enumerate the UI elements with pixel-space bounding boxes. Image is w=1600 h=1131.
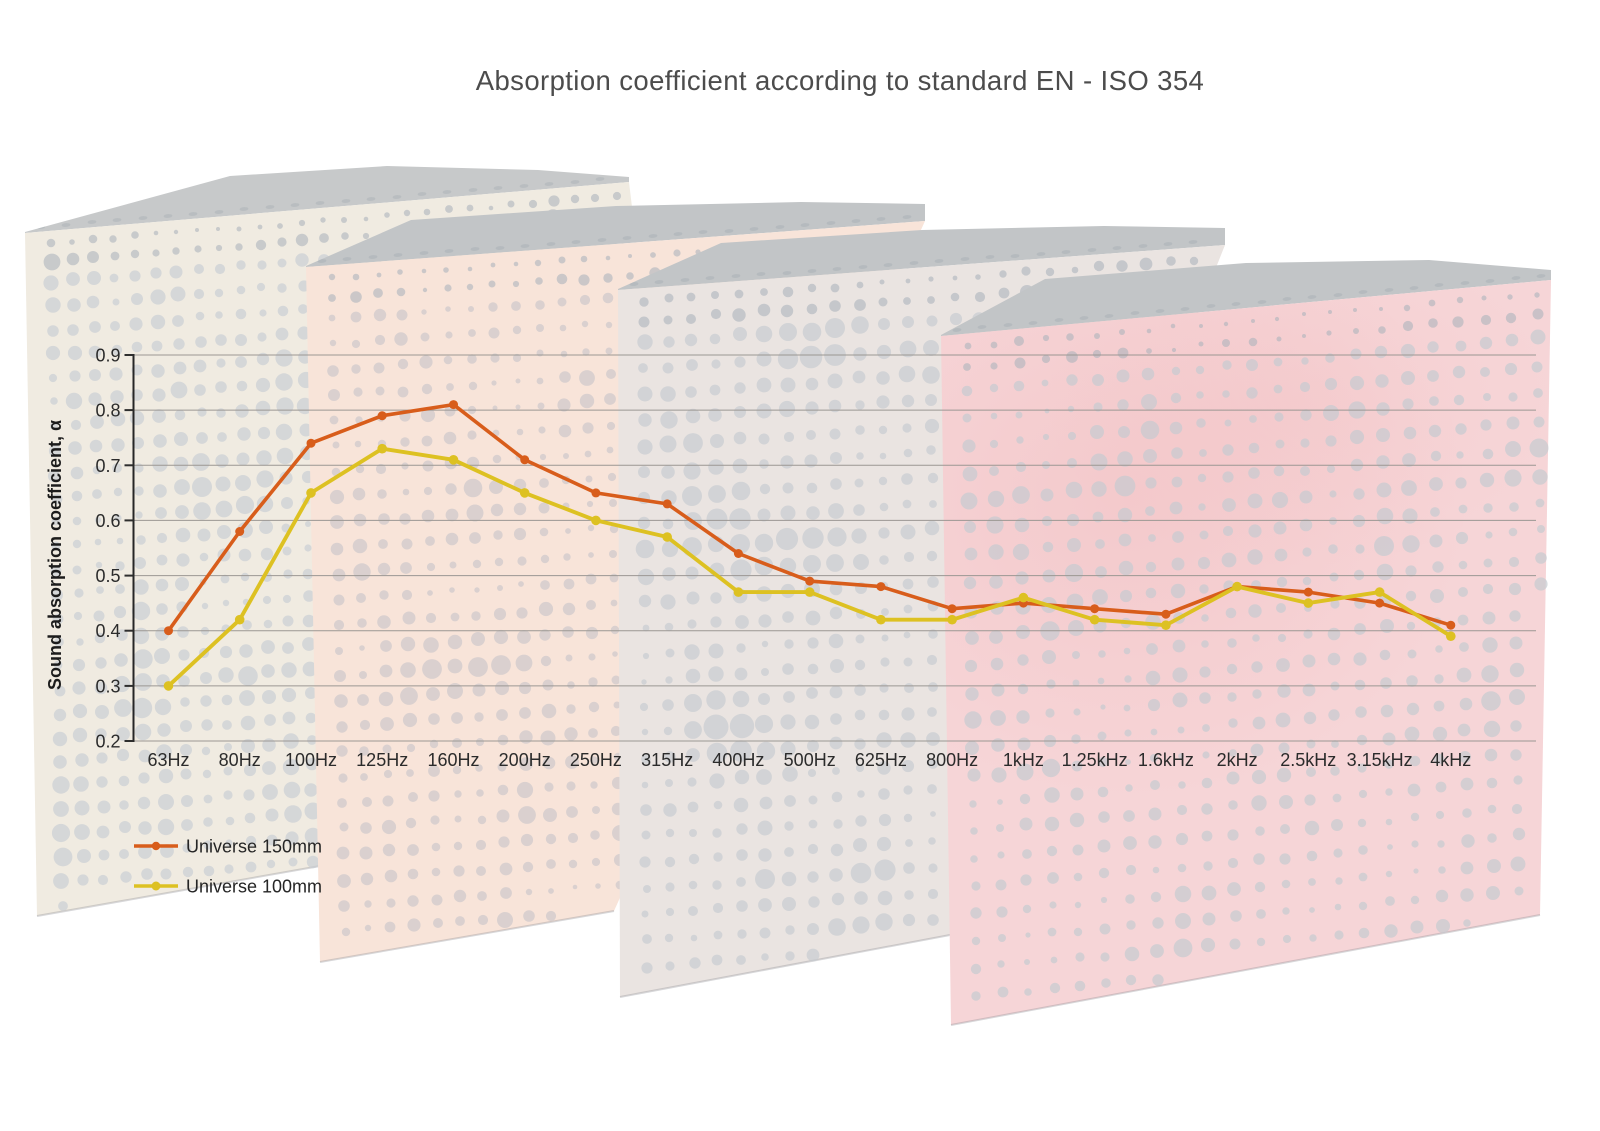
svg-text:0.9: 0.9 [95, 346, 120, 366]
svg-text:Absorption coefficient accordi: Absorption coefficient according to stan… [476, 65, 1205, 96]
svg-text:125Hz: 125Hz [356, 750, 408, 770]
svg-text:0.3: 0.3 [95, 676, 120, 696]
svg-text:0.2: 0.2 [95, 732, 120, 752]
svg-text:2kHz: 2kHz [1217, 750, 1258, 770]
svg-text:0.6: 0.6 [95, 511, 120, 531]
svg-text:160Hz: 160Hz [427, 750, 479, 770]
svg-text:3.15kHz: 3.15kHz [1347, 750, 1413, 770]
svg-text:0.5: 0.5 [95, 566, 120, 586]
svg-text:2.5kHz: 2.5kHz [1280, 750, 1336, 770]
svg-text:4kHz: 4kHz [1430, 750, 1471, 770]
svg-text:400Hz: 400Hz [712, 750, 764, 770]
svg-text:0.8: 0.8 [95, 401, 120, 421]
svg-text:0.7: 0.7 [95, 456, 120, 476]
svg-text:1kHz: 1kHz [1003, 750, 1044, 770]
svg-text:315Hz: 315Hz [641, 750, 693, 770]
svg-text:500Hz: 500Hz [784, 750, 836, 770]
svg-text:Universe 150mm: Universe 150mm [186, 837, 322, 857]
svg-text:80Hz: 80Hz [219, 750, 261, 770]
svg-text:1.25kHz: 1.25kHz [1062, 750, 1128, 770]
svg-text:1.6kHz: 1.6kHz [1138, 750, 1194, 770]
svg-text:Universe 100mm: Universe 100mm [186, 877, 322, 897]
svg-text:625Hz: 625Hz [855, 750, 907, 770]
svg-text:200Hz: 200Hz [499, 750, 551, 770]
svg-text:250Hz: 250Hz [570, 750, 622, 770]
svg-text:63Hz: 63Hz [147, 750, 189, 770]
svg-text:100Hz: 100Hz [285, 750, 337, 770]
svg-text:Sound absorption coefficient,: Sound absorption coefficient, α [45, 420, 65, 690]
svg-text:800Hz: 800Hz [926, 750, 978, 770]
svg-text:0.4: 0.4 [95, 621, 120, 641]
